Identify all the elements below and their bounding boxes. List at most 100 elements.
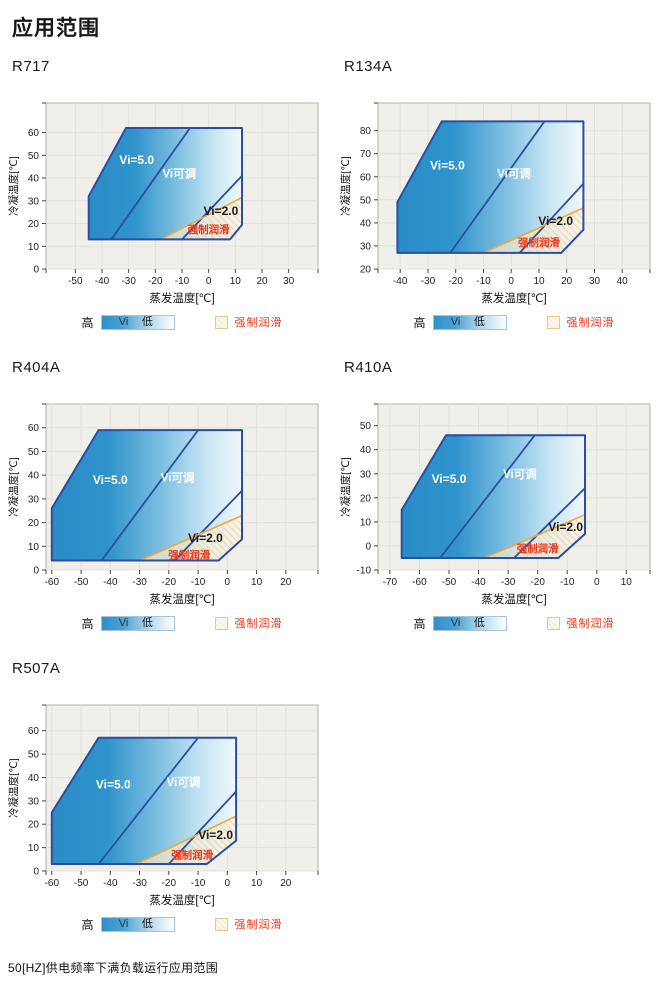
footer-note: 50[HZ]供电频率下满负载运行应用范围	[8, 961, 219, 975]
svg-text:20: 20	[280, 878, 292, 889]
svg-text:30: 30	[283, 276, 295, 287]
svg-text:-40: -40	[95, 276, 110, 287]
legend-high-label: 高	[413, 616, 426, 631]
svg-text:20: 20	[28, 518, 40, 529]
forced-lube-swatch	[214, 917, 228, 931]
forced-lube-swatch	[214, 315, 228, 329]
svg-text:80: 80	[360, 126, 372, 137]
chart-section-r404a: R404A Vi=5.0 Vi可调 Vi=2.0 强制润滑 -60 -50 -40 -30 -2…	[7, 359, 334, 632]
vi2-region-label: Vi=2.0	[203, 204, 238, 218]
vi2-region-label: Vi=2.0	[548, 520, 583, 534]
svg-text:-30: -30	[121, 276, 136, 287]
svg-text:10: 10	[251, 577, 263, 588]
chart-title: R410A	[344, 359, 393, 376]
svg-text:-30: -30	[132, 878, 147, 889]
chart-legend: 高 Vi 低 强制润滑	[8, 313, 326, 331]
forced-lube-label: 强制润滑	[234, 618, 283, 630]
operating-envelope	[51, 430, 242, 561]
svg-text:50: 50	[360, 421, 372, 432]
svg-text:70: 70	[360, 149, 372, 160]
svg-text:-30: -30	[421, 276, 436, 287]
chart-canvas: Vi=5.0 Vi可调 Vi=2.0 强制润滑 -60 -50 -40 -30 -20 -10 0 1…	[7, 396, 326, 612]
operating-envelope	[397, 121, 584, 253]
forced-lube-label: 强制润滑	[566, 618, 615, 630]
svg-text:30: 30	[28, 796, 40, 807]
legend-vi-label: Vi	[118, 616, 129, 629]
operating-envelope	[88, 128, 242, 240]
svg-text:40: 40	[360, 445, 372, 456]
svg-text:30: 30	[28, 196, 40, 207]
vi2-boundary-line	[513, 487, 586, 559]
svg-text:0: 0	[594, 577, 600, 588]
svg-text:0: 0	[225, 577, 231, 588]
svg-text:20: 20	[256, 276, 268, 287]
svg-text:-40: -40	[393, 276, 408, 287]
svg-text:40: 40	[28, 174, 40, 185]
chart-title: R507A	[12, 660, 61, 677]
legend-low-label: 低	[141, 917, 153, 930]
legend-low-label: 低	[473, 315, 485, 328]
x-axis-label: 蒸发温度[℃]	[481, 592, 546, 606]
chart-section-r507a: R507A Vi=5.0 Vi可调 Vi=2.0 强制润滑 -60 -50 -40 -30 -2…	[7, 660, 334, 933]
svg-text:30: 30	[28, 494, 40, 505]
svg-text:-10: -10	[476, 276, 491, 287]
svg-text:40: 40	[28, 773, 40, 784]
chart-svg-r507a: Vi=5.0 Vi可调 Vi=2.0 强制润滑 -60 -50 -40 -30 -20 -10 0 1…	[7, 704, 319, 907]
y-axis-label: 冷凝温度[℃]	[8, 156, 20, 216]
x-axis-label: 蒸发温度[℃]	[149, 893, 214, 907]
envelope-outline	[50, 736, 238, 865]
svg-text:10: 10	[28, 542, 40, 553]
x-axis-label: 蒸发温度[℃]	[481, 291, 546, 305]
vi5-boundary-line	[439, 434, 536, 559]
forced-lube-line	[136, 815, 237, 865]
x-axis-label: 蒸发温度[℃]	[149, 592, 214, 606]
vi-gradient-bar: Vi 低	[432, 314, 507, 330]
chart-svg-r134a: Vi=5.0 Vi可调 Vi=2.0 强制润滑 -40 -30 -20 -10 0 10 20 30 4…	[339, 102, 651, 305]
vi5-boundary-line	[100, 429, 199, 562]
svg-text:-20: -20	[530, 577, 545, 588]
svg-text:20: 20	[28, 219, 40, 230]
forced-lube-line	[484, 513, 586, 559]
svg-text:-20: -20	[448, 276, 463, 287]
vi-adjustable-region-label: Vi可调	[161, 471, 195, 485]
svg-text:60: 60	[28, 128, 40, 139]
vi-adjustable-region-label: Vi可调	[162, 167, 196, 181]
legend-low-label: 低	[473, 616, 485, 629]
svg-text:-10: -10	[357, 566, 372, 577]
svg-text:10: 10	[621, 577, 633, 588]
svg-text:-10: -10	[560, 577, 575, 588]
chart-canvas: Vi=5.0 Vi可调 Vi=2.0 强制润滑 -60 -50 -40 -30 -20 -10 0 1…	[7, 697, 326, 913]
vi5-region-label: Vi=5.0	[96, 778, 131, 792]
vi5-region-label: Vi=5.0	[432, 472, 467, 486]
legend-low-label: 低	[141, 616, 153, 629]
vi-adjustable-region-label: Vi可调	[497, 166, 531, 180]
envelope-outline	[396, 120, 585, 254]
svg-text:50: 50	[28, 750, 40, 761]
vi5-region-label: Vi=5.0	[93, 473, 128, 487]
legend-vi-label: Vi	[118, 315, 129, 328]
svg-text:50: 50	[28, 151, 40, 162]
forced-lube-line	[483, 207, 584, 254]
forced-lube-region-label: 强制润滑	[171, 848, 213, 861]
svg-text:0: 0	[33, 867, 39, 878]
svg-text:-60: -60	[45, 577, 60, 588]
operating-envelope	[401, 435, 585, 558]
chart-legend: 高 Vi 低 强制润滑	[340, 614, 658, 632]
svg-text:50: 50	[28, 447, 40, 458]
svg-text:20: 20	[280, 577, 292, 588]
vi-adjustable-region-label: Vi可调	[167, 775, 201, 789]
vi2-region-label: Vi=2.0	[198, 828, 233, 842]
svg-text:20: 20	[360, 493, 372, 504]
forced-lube-swatch	[546, 315, 560, 329]
chart-svg-r717: Vi=5.0 Vi可调 Vi=2.0 强制润滑 -50 -40 -30 -20 -10 0 10 20…	[7, 102, 319, 305]
vi5-region-label: Vi=5.0	[430, 159, 465, 173]
vi2-boundary-line	[168, 790, 237, 865]
svg-text:-50: -50	[442, 577, 457, 588]
vi2-region-label: Vi=2.0	[188, 531, 223, 545]
svg-text:-60: -60	[412, 577, 427, 588]
y-axis-label: 冷凝温度[℃]	[340, 457, 352, 517]
svg-text:-40: -40	[103, 878, 118, 889]
forced-lube-region-label: 强制润滑	[518, 236, 560, 249]
vi2-boundary-line	[518, 183, 585, 254]
svg-text:0: 0	[33, 265, 39, 276]
